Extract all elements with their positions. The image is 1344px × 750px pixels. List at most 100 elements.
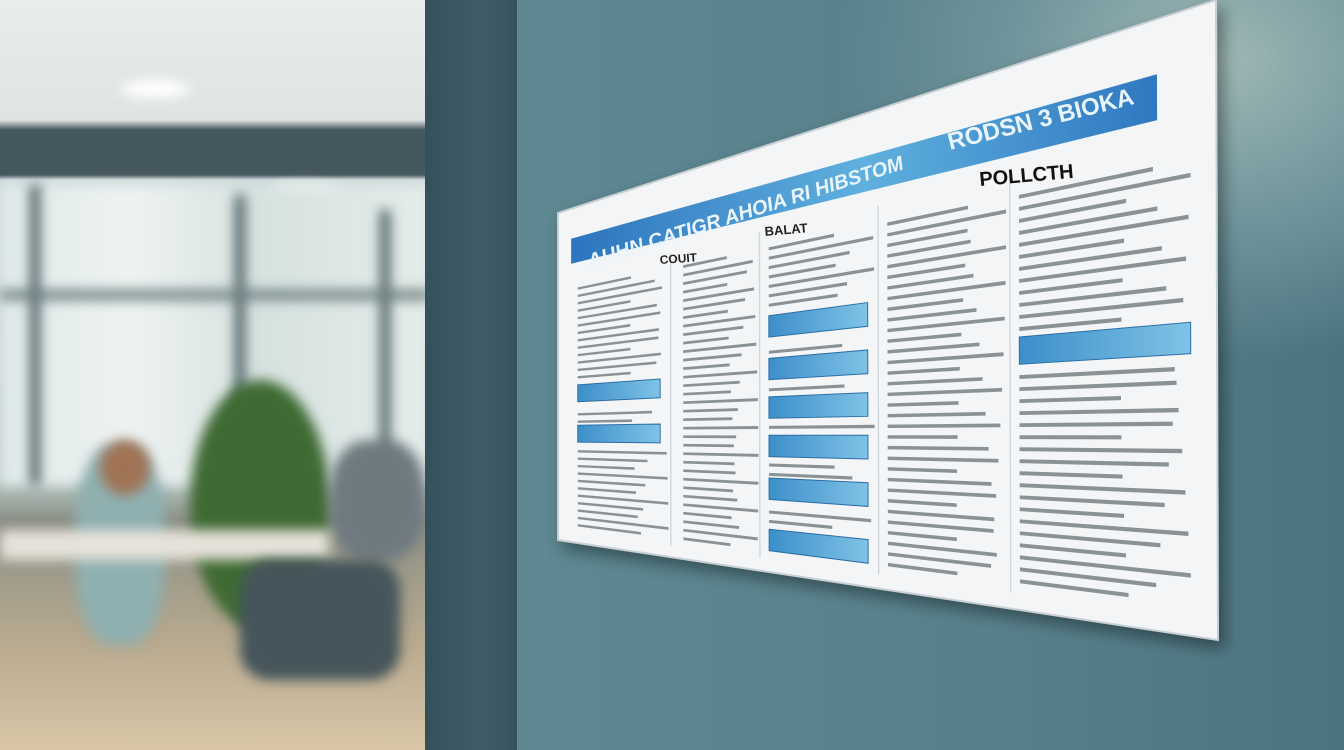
text-line xyxy=(768,233,835,251)
text-line xyxy=(683,282,728,294)
text-line xyxy=(683,520,740,530)
text-line xyxy=(769,519,833,530)
text-line xyxy=(683,426,759,430)
text-line xyxy=(769,463,835,469)
text-line xyxy=(887,562,958,576)
text-line xyxy=(683,477,759,485)
heading-col1: COUIT xyxy=(659,250,698,267)
text-line xyxy=(577,303,657,320)
text-line xyxy=(577,464,635,470)
text-line xyxy=(768,235,874,260)
text-line xyxy=(683,469,736,475)
text-line xyxy=(683,528,758,541)
text-line xyxy=(683,314,756,328)
text-line xyxy=(768,282,848,298)
text-line xyxy=(1019,214,1189,247)
text-line xyxy=(683,435,737,439)
text-line xyxy=(1019,206,1158,235)
text-line xyxy=(683,287,755,302)
text-line xyxy=(768,293,838,307)
text-line xyxy=(1019,278,1123,295)
text-line xyxy=(1019,317,1122,331)
text-line xyxy=(768,267,875,288)
text-line xyxy=(1019,555,1191,578)
text-line xyxy=(887,273,974,290)
column-divider xyxy=(877,205,880,575)
text-line xyxy=(577,509,638,519)
text-line xyxy=(1019,459,1169,467)
blurred-office-background xyxy=(0,0,430,750)
text-line xyxy=(887,239,971,258)
blue-button-bar xyxy=(768,349,869,381)
text-line xyxy=(577,419,633,423)
text-line xyxy=(887,520,994,533)
text-line xyxy=(577,487,637,494)
text-line xyxy=(1019,507,1125,519)
text-line xyxy=(683,325,744,337)
text-line xyxy=(683,353,742,362)
text-line xyxy=(1019,519,1189,537)
text-line xyxy=(887,205,968,226)
text-line xyxy=(1019,395,1122,404)
text-line xyxy=(769,510,872,523)
text-line xyxy=(683,408,738,413)
column-divider xyxy=(1009,175,1012,593)
wall-pillar xyxy=(425,0,517,750)
text-line xyxy=(577,371,631,379)
text-line xyxy=(887,308,977,322)
text-line xyxy=(683,370,758,379)
blue-button-bar xyxy=(768,477,869,507)
text-line xyxy=(577,494,669,505)
text-line xyxy=(577,347,631,357)
text-line xyxy=(577,479,646,487)
text-line xyxy=(887,531,957,542)
text-line xyxy=(683,443,734,448)
text-line xyxy=(887,342,980,354)
text-line xyxy=(577,450,667,455)
text-line xyxy=(683,259,753,277)
text-line xyxy=(683,380,740,388)
text-line xyxy=(887,488,997,498)
text-line xyxy=(887,509,995,522)
text-line xyxy=(577,276,632,290)
text-line xyxy=(577,457,648,463)
column-divider xyxy=(669,252,672,546)
text-line xyxy=(887,263,966,280)
text-line xyxy=(887,411,986,418)
text-line xyxy=(577,352,661,364)
text-line xyxy=(887,352,1004,365)
text-line xyxy=(768,384,845,392)
text-line xyxy=(577,324,631,335)
text-line xyxy=(577,279,655,298)
text-line xyxy=(887,245,1007,269)
text-line xyxy=(1018,198,1127,223)
text-line xyxy=(769,472,853,480)
text-line xyxy=(768,250,850,270)
text-line xyxy=(683,309,728,320)
text-line xyxy=(1019,471,1123,479)
blue-button-bar xyxy=(577,423,661,444)
blue-button-bar xyxy=(768,434,869,460)
text-line xyxy=(887,552,992,568)
text-line xyxy=(1019,286,1167,307)
text-line xyxy=(887,445,989,451)
text-line xyxy=(887,435,958,439)
text-line xyxy=(1019,495,1165,508)
text-line xyxy=(1019,238,1125,259)
text-line xyxy=(768,424,875,429)
text-line xyxy=(887,467,958,473)
text-line xyxy=(768,343,843,354)
text-line xyxy=(683,511,732,520)
text-line xyxy=(887,298,964,312)
text-line xyxy=(683,537,731,547)
text-line xyxy=(1019,435,1122,440)
header-banner xyxy=(571,74,1158,264)
text-line xyxy=(887,541,997,557)
text-line xyxy=(683,398,758,405)
text-line xyxy=(683,390,731,396)
text-line xyxy=(683,494,738,502)
text-line xyxy=(683,417,733,422)
text-line xyxy=(887,209,1007,237)
text-line xyxy=(577,410,652,416)
text-line xyxy=(577,300,631,312)
